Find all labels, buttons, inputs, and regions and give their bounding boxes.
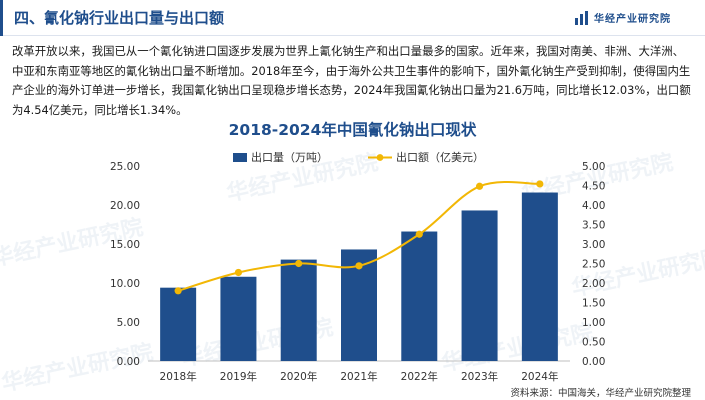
y-right-tick-label: 3.00 [582, 239, 605, 251]
x-tick-label: 2024年 [521, 370, 558, 383]
logo-text: 华经产业研究院 [594, 14, 671, 25]
bar [160, 287, 197, 361]
bar [220, 276, 257, 361]
x-tick-label: 2021年 [340, 370, 377, 383]
x-tick-label: 2023年 [461, 370, 498, 383]
header: 四、氰化钠行业出口量与出口额 华经产业研究院 [0, 0, 705, 36]
legend-label: 出口额（亿美元） [396, 150, 484, 164]
source-note: 资料来源：中国海关，华经产业研究院整理 [510, 388, 691, 399]
x-tick-label: 2018年 [160, 370, 197, 383]
y-right-tick-label: 1.50 [582, 298, 605, 310]
y-left-tick-label: 5.00 [117, 317, 140, 329]
y-left-tick-label: 25.00 [110, 161, 140, 173]
bar [280, 259, 317, 361]
y-right-tick-label: 2.00 [582, 278, 605, 290]
y-left-tick-label: 20.00 [110, 200, 140, 212]
x-axis: 2018年 2019年 2020年 2021年 2022年 2023年 2024年 [148, 360, 570, 383]
y-axis-right: 0.00 0.50 1.00 1.50 2.00 2.50 3.00 3.50 4.00 4.50… [582, 161, 605, 368]
y-right-tick-label: 4.00 [582, 200, 605, 212]
logo: 华经产业研究院 [575, 10, 671, 25]
y-axis-left: 0.00 5.00 10.00 15.00 20.00 25.00 [110, 161, 140, 368]
line-point [355, 262, 363, 270]
y-left-tick-label: 10.00 [110, 278, 140, 290]
legend-label: 出口量（万吨） [251, 150, 328, 164]
line-point [475, 182, 484, 190]
x-tick-label: 2019年 [220, 370, 257, 383]
y-right-tick-label: 0.50 [582, 337, 605, 349]
x-tick-label: 2020年 [280, 370, 317, 383]
y-right-tick-label: 1.00 [582, 317, 605, 329]
bar [461, 210, 498, 361]
line-point [295, 259, 303, 268]
line-point [234, 268, 243, 277]
page-title: 四、氰化钠行业出口量与出口额 [14, 9, 225, 27]
y-right-tick-label: 0.00 [582, 356, 605, 368]
logo-icon [575, 10, 589, 25]
y-left-tick-label: 0.00 [117, 356, 140, 368]
bar [401, 231, 438, 361]
y-left-tick-label: 15.00 [110, 239, 140, 251]
bar [521, 192, 558, 361]
x-tick-label: 2022年 [401, 370, 438, 383]
chart-title: 2018-2024年中国氰化钠出口现状 [228, 121, 477, 139]
line-series [174, 180, 544, 295]
header-accent-bar [0, 0, 3, 36]
line-point [536, 180, 544, 188]
legend: 出口量（万吨） 出口额（亿美元） [233, 150, 484, 164]
y-right-tick-label: 2.50 [582, 259, 605, 271]
legend-line-marker [376, 154, 384, 161]
line-point [174, 287, 182, 295]
intro-paragraph: 改革开放以来，我国已从一个氰化钠进口国逐步发展为世界上氰化钠生产和出口量最多的国… [12, 44, 691, 117]
legend-bar-swatch [233, 153, 247, 162]
line-point [415, 230, 423, 238]
y-right-tick-label: 5.00 [582, 161, 605, 173]
y-right-tick-label: 4.50 [582, 181, 605, 193]
y-right-tick-label: 3.50 [582, 220, 605, 232]
